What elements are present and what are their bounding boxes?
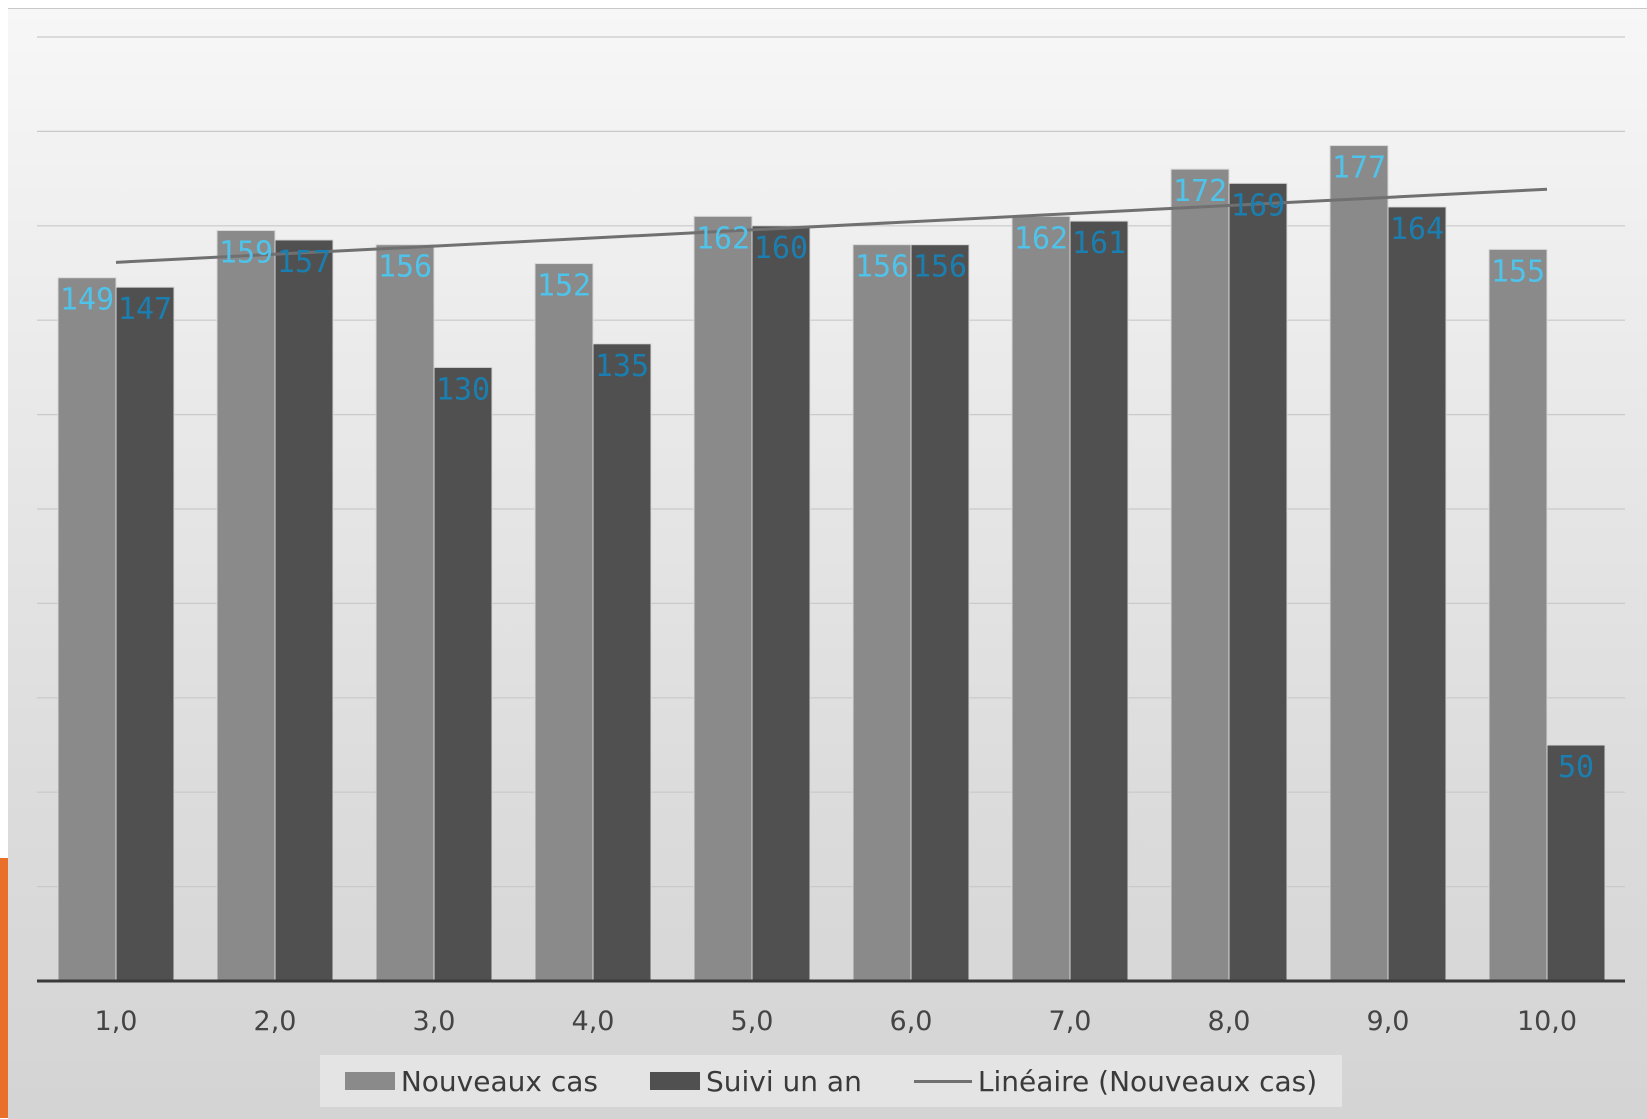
data-label-suivi-un-an: 157 (277, 245, 331, 280)
data-label-suivi-un-an: 161 (1072, 226, 1126, 261)
x-tick-label: 2,0 (254, 1006, 297, 1037)
data-label-suivi-un-an: 156 (913, 250, 967, 285)
x-tick-label: 3,0 (413, 1006, 456, 1037)
bar-nouveaux-cas (1170, 168, 1230, 982)
data-labels: 149 159 156 152 162 156 162 172 177 155 147 157 130 1… (60, 151, 1594, 785)
data-label-suivi-un-an: 135 (595, 349, 649, 384)
bar-suivi-un-an (1228, 182, 1288, 982)
data-label-nouveaux-cas: 159 (219, 236, 273, 271)
legend-item-trendline: Linéaire (Nouveaux cas) (913, 1064, 1318, 1098)
data-label-suivi-un-an: 130 (436, 372, 490, 407)
data-label-suivi-un-an: 164 (1390, 212, 1444, 247)
legend-swatch-trendline (913, 1079, 972, 1083)
x-tick-label: 1,0 (95, 1006, 138, 1037)
bar-nouveaux-cas (1011, 215, 1071, 982)
bars (57, 145, 1606, 982)
x-tick-label: 8,0 (1208, 1006, 1251, 1037)
bar-suivi-un-an (1387, 206, 1447, 982)
data-label-suivi-un-an: 50 (1558, 750, 1594, 785)
data-label-suivi-un-an: 169 (1231, 188, 1285, 223)
data-label-nouveaux-cas: 156 (855, 250, 909, 285)
bar-suivi-un-an (274, 239, 334, 982)
bar-suivi-un-an (910, 244, 970, 982)
legend-item-nouveaux-cas: Nouveaux cas (344, 1064, 598, 1098)
data-label-nouveaux-cas: 162 (1014, 221, 1068, 256)
bar-suivi-un-an (115, 286, 175, 982)
x-tick-label: 7,0 (1049, 1006, 1092, 1037)
bar-nouveaux-cas (852, 244, 912, 982)
legend-label-nouveaux-cas: Nouveaux cas (400, 1064, 598, 1098)
x-tick-label: 6,0 (890, 1006, 933, 1037)
bar-nouveaux-cas (1488, 248, 1548, 982)
x-tick-label: 9,0 (1367, 1006, 1410, 1037)
data-label-suivi-un-an: 147 (118, 292, 172, 327)
x-tick-label: 5,0 (731, 1006, 774, 1037)
bar-suivi-un-an (592, 343, 652, 982)
x-tick-labels: 1,0 2,0 3,0 4,0 5,0 6,0 7,0 8,0 9,0 10,0 (37, 979, 1625, 1037)
legend-swatch-nouveaux-cas (344, 1072, 395, 1090)
data-label-nouveaux-cas: 177 (1332, 151, 1386, 186)
trendline-line (115, 187, 1548, 264)
legend-label-trendline: Linéaire (Nouveaux cas) (977, 1064, 1318, 1098)
bar-suivi-un-an (1069, 220, 1129, 982)
bar-nouveaux-cas (57, 277, 117, 982)
bar-nouveaux-cas (534, 263, 594, 982)
legend-swatch-suivi-un-an (649, 1072, 700, 1090)
data-label-nouveaux-cas: 149 (60, 283, 114, 318)
data-label-nouveaux-cas: 172 (1173, 174, 1227, 209)
bar-nouveaux-cas (1329, 145, 1389, 982)
trendline (115, 187, 1548, 264)
bar-suivi-un-an (433, 366, 493, 982)
data-label-nouveaux-cas: 162 (696, 221, 750, 256)
data-label-suivi-un-an: 160 (754, 231, 808, 266)
bar-suivi-un-an (751, 225, 811, 982)
bar-nouveaux-cas (693, 215, 753, 982)
bar-nouveaux-cas (375, 244, 435, 982)
legend-item-suivi-un-an: Suivi un an (649, 1064, 862, 1098)
data-label-nouveaux-cas: 152 (537, 269, 591, 304)
bar-suivi-un-an (1546, 744, 1606, 982)
legend: Nouveaux cas Suivi un an Linéaire (Nouve… (320, 1055, 1342, 1107)
orange-accent-strip (0, 858, 8, 1118)
x-tick-label: 10,0 (1517, 1006, 1577, 1037)
legend-label-suivi-un-an: Suivi un an (705, 1064, 862, 1098)
data-label-nouveaux-cas: 156 (378, 250, 432, 285)
data-label-nouveaux-cas: 155 (1491, 254, 1545, 289)
bar-nouveaux-cas (216, 230, 276, 982)
x-tick-label: 4,0 (572, 1006, 615, 1037)
